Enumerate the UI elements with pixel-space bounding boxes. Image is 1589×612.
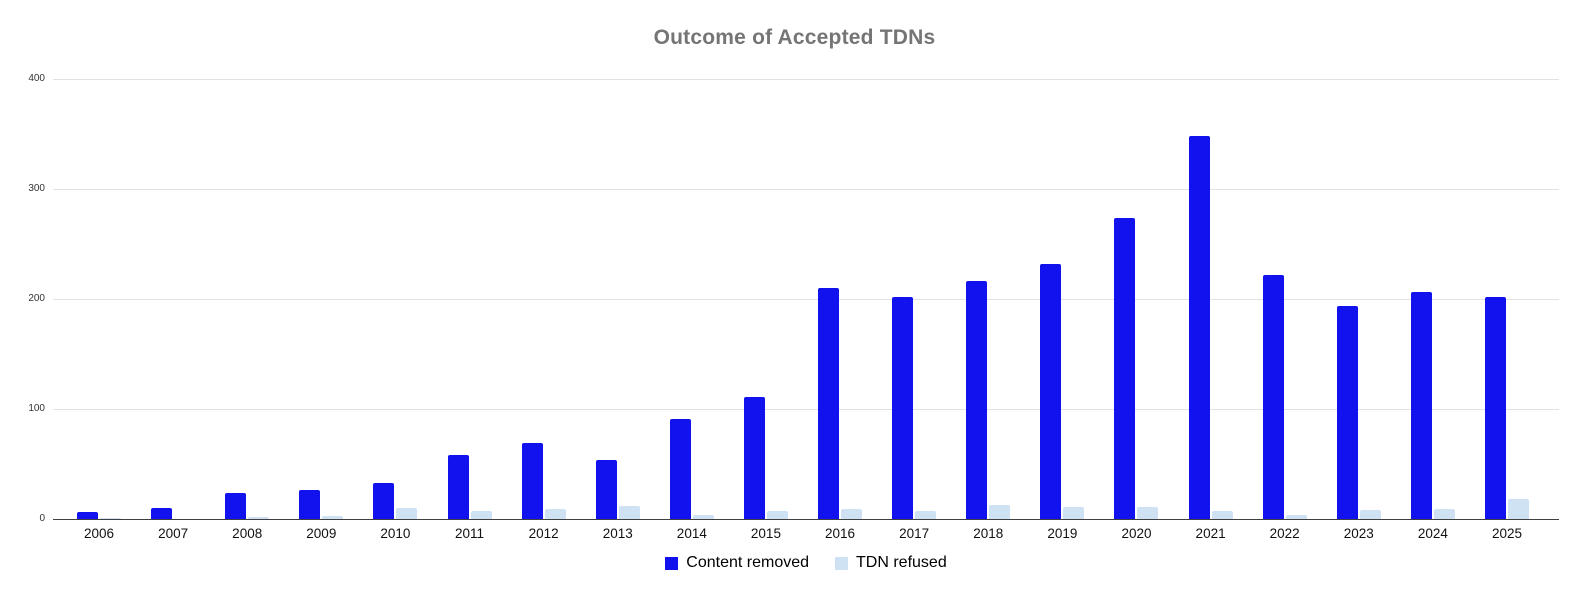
bar-tdn-refused-2006[interactable]: [100, 517, 121, 519]
legend-label-content-removed: Content removed: [686, 554, 810, 571]
bar-group-2022: [1262, 79, 1307, 519]
bar-content-removed-2016[interactable]: [818, 288, 840, 519]
bar-content-removed-2021[interactable]: [1188, 136, 1210, 519]
x-tick-label-2023: 2023: [1343, 526, 1374, 541]
bar-content-removed-2017[interactable]: [892, 296, 914, 519]
bar-group-2020: [1114, 79, 1159, 519]
gridline-200: [53, 298, 1559, 300]
bar-group-2016: [818, 79, 863, 519]
legend-swatch-content-removed-icon: [665, 556, 679, 570]
bar-content-removed-2012[interactable]: [521, 443, 543, 519]
bar-group-2011: [447, 79, 492, 519]
bar-tdn-refused-2013[interactable]: [618, 505, 640, 519]
bar-tdn-refused-2016[interactable]: [841, 509, 863, 519]
x-tick-label-2021: 2021: [1195, 526, 1226, 541]
x-tick-label-2012: 2012: [528, 526, 559, 541]
bar-content-removed-2020[interactable]: [1114, 217, 1136, 519]
bar-group-2009: [299, 79, 344, 519]
bar-tdn-refused-2020[interactable]: [1137, 506, 1159, 519]
x-tick-label-2010: 2010: [380, 526, 411, 541]
x-tick-label-2009: 2009: [306, 526, 337, 541]
bar-tdn-refused-2022[interactable]: [1285, 514, 1307, 519]
bar-content-removed-2009[interactable]: [299, 490, 321, 519]
bar-group-2023: [1336, 79, 1381, 519]
bar-content-removed-2024[interactable]: [1410, 292, 1432, 519]
x-tick-label-2018: 2018: [973, 526, 1004, 541]
bar-group-2018: [966, 79, 1011, 519]
bar-group-2024: [1410, 79, 1455, 519]
x-tick-label-2007: 2007: [158, 526, 189, 541]
x-tick-label-2019: 2019: [1047, 526, 1078, 541]
x-tick-label-2006: 2006: [83, 526, 115, 541]
bar-group-2019: [1040, 79, 1085, 519]
bar-content-removed-2008[interactable]: [225, 492, 247, 519]
bar-tdn-refused-2019[interactable]: [1063, 506, 1085, 519]
legend-swatch-tdn-refused-icon: [835, 556, 849, 570]
y-tick-label-300: 300: [28, 183, 45, 194]
bar-group-2017: [892, 79, 937, 519]
bar-tdn-refused-2010[interactable]: [396, 508, 418, 519]
bar-group-2015: [743, 79, 788, 519]
chart-title: Outcome of Accepted TDNs: [653, 26, 936, 49]
legend-label-tdn-refused: TDN refused: [856, 554, 947, 571]
x-tick-label-2008: 2008: [232, 526, 263, 541]
x-tick-label-2011: 2011: [455, 526, 485, 541]
bar-content-removed-2014[interactable]: [669, 418, 691, 519]
bar-group-2025: [1485, 79, 1529, 519]
plot-area: 2006 2007 2008 2009 2010 2011 2012 2013 2014 2015…: [53, 78, 1559, 541]
x-tick-label-2017: 2017: [899, 526, 930, 541]
bar-group-2007: [151, 79, 195, 519]
x-tick-label-2024: 2024: [1417, 526, 1448, 541]
bar-content-removed-2011[interactable]: [447, 455, 469, 519]
x-tick-label-2016: 2016: [825, 526, 856, 541]
bar-tdn-refused-2014[interactable]: [692, 514, 714, 519]
bar-content-removed-2015[interactable]: [743, 396, 765, 519]
bar-content-removed-2022[interactable]: [1262, 274, 1284, 519]
legend-item-tdn-refused: TDN refused: [835, 554, 947, 572]
bar-content-removed-2006[interactable]: [77, 512, 98, 519]
bar-content-removed-2010[interactable]: [373, 482, 395, 519]
bar-group-2006: [77, 79, 121, 519]
bar-tdn-refused-2024[interactable]: [1433, 509, 1455, 519]
x-tick-label-2022: 2022: [1269, 526, 1300, 541]
gridline-400: [53, 78, 1559, 80]
bar-content-removed-2007[interactable]: [151, 508, 173, 519]
y-tick-label-100: 100: [28, 403, 45, 414]
bar-content-removed-2018[interactable]: [966, 281, 988, 519]
bar-tdn-refused-2021[interactable]: [1211, 511, 1233, 519]
y-tick-label-400: 400: [28, 73, 45, 84]
bar-group-2008: [225, 79, 270, 519]
bar-tdn-refused-2023[interactable]: [1359, 510, 1381, 519]
bar-group-2010: [373, 79, 418, 519]
bar-content-removed-2023[interactable]: [1336, 305, 1358, 519]
bar-group-2014: [669, 79, 714, 519]
gridline-300: [53, 188, 1559, 190]
bar-tdn-refused-2018[interactable]: [989, 504, 1011, 519]
bar-tdn-refused-2012[interactable]: [544, 509, 566, 519]
x-tick-label-2014: 2014: [676, 526, 707, 541]
bar-content-removed-2019[interactable]: [1040, 263, 1062, 519]
y-tick-label-0: 0: [39, 513, 45, 524]
bar-content-removed-2013[interactable]: [595, 459, 617, 519]
y-tick-label-200: 200: [28, 293, 45, 304]
legend-item-content-removed: Content removed: [665, 554, 809, 572]
x-tick-label-2020: 2020: [1121, 526, 1152, 541]
bar-tdn-refused-2017[interactable]: [915, 511, 937, 519]
bar-tdn-refused-2015[interactable]: [766, 511, 788, 519]
gridline-100: [53, 408, 1559, 410]
bar-group-2013: [595, 79, 640, 519]
x-axis-line: [53, 519, 1559, 520]
bar-tdn-refused-2011[interactable]: [470, 511, 492, 519]
bar-tdn-refused-2009[interactable]: [322, 515, 344, 519]
x-tick-label-2015: 2015: [750, 526, 781, 541]
bar-group-2021: [1188, 79, 1233, 519]
x-tick-label-2013: 2013: [602, 526, 633, 541]
x-tick-label-2025: 2025: [1491, 526, 1523, 541]
legend: Content removed TDN refused: [53, 554, 1559, 572]
bar-content-removed-2025[interactable]: [1485, 296, 1506, 519]
bar-tdn-refused-2025[interactable]: [1508, 499, 1529, 519]
bar-tdn-refused-2008[interactable]: [248, 516, 270, 519]
bar-group-2012: [521, 79, 566, 519]
